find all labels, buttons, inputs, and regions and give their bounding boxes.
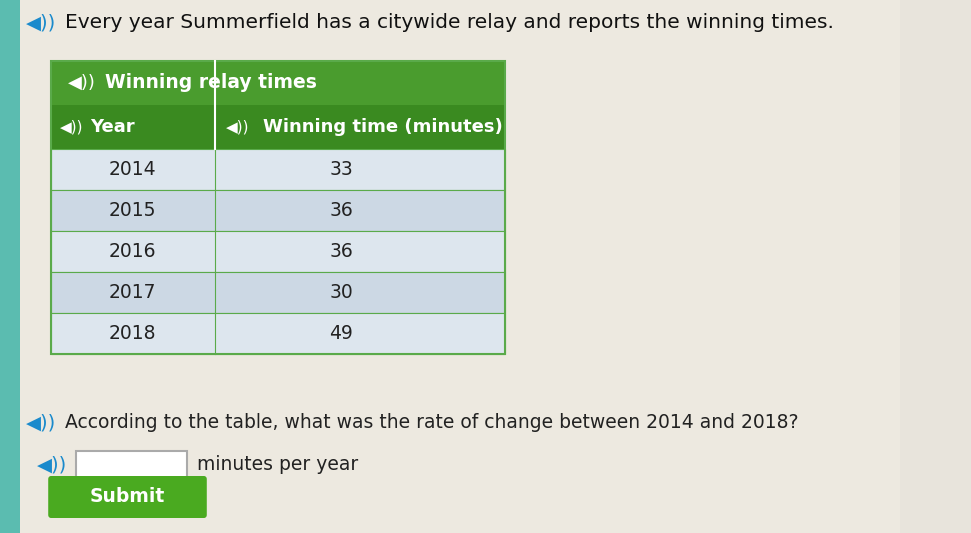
FancyBboxPatch shape [49, 476, 207, 518]
Text: Submit: Submit [89, 488, 165, 506]
Text: 36: 36 [329, 242, 353, 261]
Text: 2016: 2016 [109, 242, 156, 261]
Bar [51, 61, 505, 105]
Text: 2014: 2014 [109, 160, 156, 179]
Text: Year: Year [90, 118, 135, 136]
Text: ◀)): ◀)) [225, 119, 250, 134]
Bar [51, 313, 505, 354]
Text: ◀)): ◀)) [60, 119, 84, 134]
Bar [51, 61, 505, 354]
Bar [76, 451, 187, 479]
Text: minutes per year: minutes per year [196, 456, 358, 474]
Text: ◀)): ◀)) [37, 456, 67, 474]
Text: 36: 36 [329, 201, 353, 220]
Text: Winning time (minutes): Winning time (minutes) [263, 118, 503, 136]
Text: According to the table, what was the rate of change between 2014 and 2018?: According to the table, what was the rat… [65, 414, 798, 432]
Bar [51, 149, 505, 190]
Bar [51, 190, 505, 231]
Text: 2015: 2015 [109, 201, 156, 220]
Bar [51, 272, 505, 313]
Text: ◀)): ◀)) [26, 13, 56, 33]
Bar [51, 105, 215, 149]
Bar [51, 231, 505, 272]
Bar [0, 0, 20, 533]
Text: 2017: 2017 [109, 283, 156, 302]
Text: 2018: 2018 [109, 324, 156, 343]
Text: ◀)): ◀)) [26, 414, 56, 432]
Text: 33: 33 [329, 160, 353, 179]
Bar [215, 105, 505, 149]
Text: ◀)): ◀)) [68, 74, 95, 92]
Text: 49: 49 [329, 324, 353, 343]
Text: 30: 30 [329, 283, 353, 302]
Text: Winning relay times: Winning relay times [105, 74, 317, 93]
Text: Every year Summerfield has a citywide relay and reports the winning times.: Every year Summerfield has a citywide re… [65, 13, 834, 33]
